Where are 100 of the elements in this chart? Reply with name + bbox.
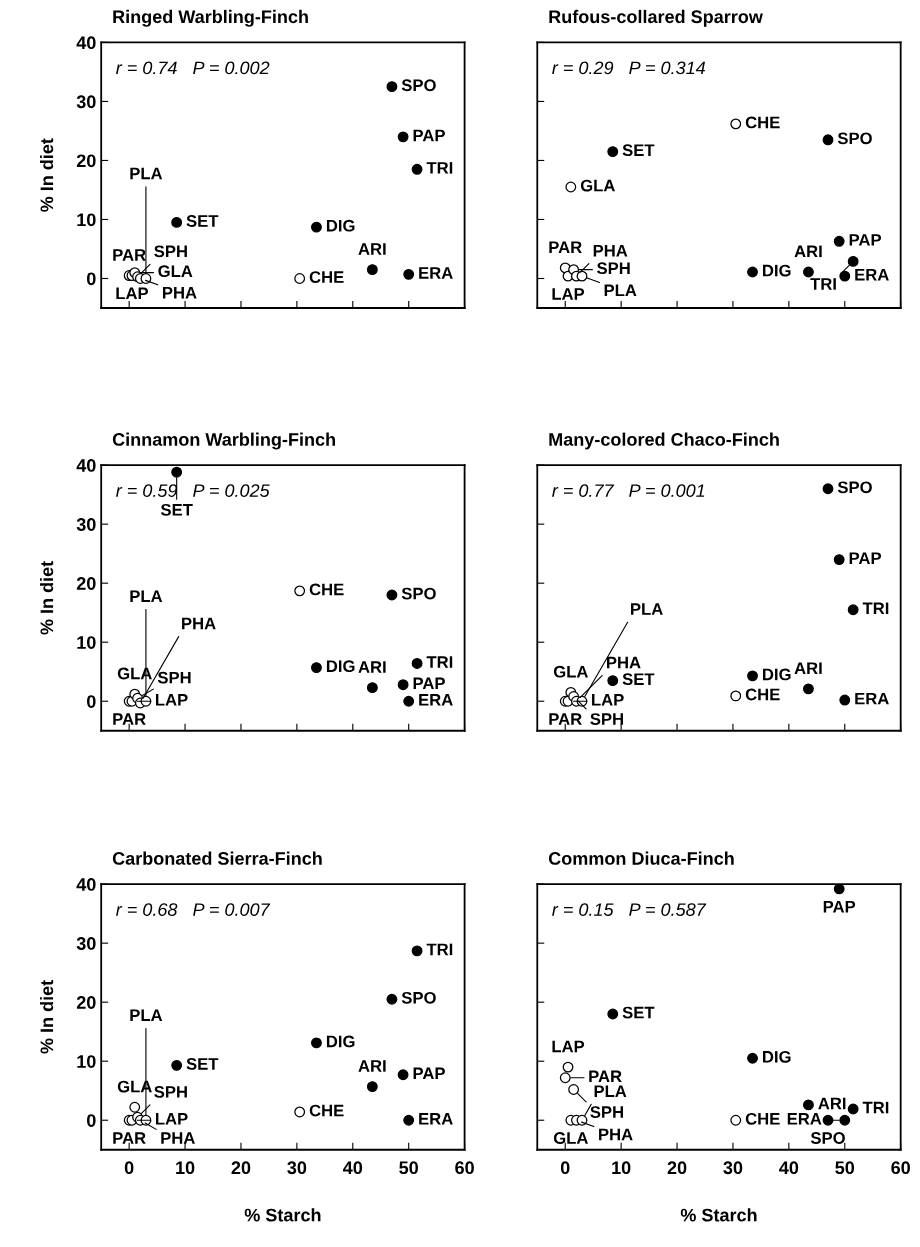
annotation: SPH [154, 245, 187, 258]
point [802, 683, 814, 695]
annotation: PLA [631, 603, 663, 615]
x-tick-label: 10 [612, 1161, 631, 1175]
annotation: ERA [419, 1113, 453, 1125]
annotation: r = 0.74 P = 0.002 [116, 61, 270, 75]
x-axis-title: % Starch [244, 1208, 321, 1222]
annotation: LAP [116, 287, 149, 300]
annotation: PHA [599, 1128, 633, 1141]
annotation: r = 0.15 P = 0.587 [552, 903, 707, 916]
annotation: SET [186, 1058, 219, 1070]
point [833, 235, 845, 247]
point [294, 585, 306, 597]
annotation: TRI [862, 1101, 889, 1114]
annotation: SET [160, 503, 193, 516]
annotation: GLA [158, 265, 193, 278]
x-tick-label: 50 [399, 1161, 418, 1175]
point [386, 81, 398, 93]
annotation: TRI [426, 162, 453, 174]
chart-title: Carbonated Sierra-Finch [112, 851, 322, 865]
x-tick-label: 0 [560, 1161, 570, 1175]
annotation: PHA [593, 245, 628, 257]
annotation: SET [186, 215, 219, 227]
annotation: LAP [552, 1040, 585, 1053]
annotation: PHA [162, 286, 197, 299]
y-tick-label: 10 [77, 1055, 96, 1068]
chart-title: Many-colored Chaco-Finch [549, 432, 779, 450]
annotation: GLA [553, 1132, 588, 1144]
point [747, 266, 758, 278]
annotation: SPO [837, 132, 872, 145]
point [294, 1106, 306, 1118]
point [171, 216, 183, 228]
x-tick-label: 30 [723, 1161, 743, 1175]
annotation: r = 0.68 P = 0.007 [116, 903, 271, 916]
annotation: ARI [358, 661, 386, 673]
annotation: CHE [309, 1104, 344, 1117]
y-tick-label: 0 [87, 695, 96, 708]
annotation: SPO [401, 587, 436, 600]
annotation: ARI [794, 662, 822, 674]
annotation: SPO [837, 481, 872, 494]
annotation: SPH [154, 1085, 187, 1098]
annotation: PAP [849, 552, 882, 564]
y-tick-label: 20 [76, 577, 96, 590]
annotation: SPO [401, 991, 436, 1004]
x-tick-label: 40 [779, 1161, 799, 1175]
x-axis-title: % Starch [680, 1208, 757, 1222]
point [397, 1069, 409, 1081]
point [366, 682, 378, 694]
annotation: ARI [358, 1060, 386, 1072]
y-tick-label: 30 [76, 95, 96, 109]
annotation: CHE [745, 688, 780, 701]
annotation: PAR [589, 1070, 622, 1083]
annotation: ERA [855, 268, 889, 281]
annotation: PAR [113, 1132, 146, 1144]
annotation: DIG [326, 660, 355, 673]
annotation: SPH [157, 671, 191, 684]
x-tick-label: 60 [455, 1161, 474, 1175]
x-tick-label: 50 [835, 1161, 855, 1175]
annotation: r = 0.29 P = 0.314 [552, 61, 706, 75]
annotation: CHE [745, 1112, 780, 1125]
point [839, 1114, 851, 1126]
point [171, 1059, 183, 1071]
point [747, 670, 758, 682]
annotation: DIG [326, 1035, 355, 1048]
x-tick-label: 20 [231, 1161, 251, 1175]
point [559, 1072, 571, 1084]
point [607, 146, 619, 158]
annotation: TRI [426, 943, 453, 956]
y-tick-label: 0 [87, 1114, 96, 1127]
x-tick-label: 0 [124, 1161, 134, 1175]
point [565, 181, 577, 193]
annotation: SET [622, 144, 655, 157]
y-tick-label: 40 [76, 36, 96, 50]
y-tick-label: 40 [76, 878, 96, 891]
point [576, 270, 588, 282]
annotation: ERA [419, 694, 453, 706]
annotation: PLA [604, 284, 637, 297]
annotation: LAP [592, 694, 624, 706]
point [129, 1101, 141, 1113]
point [730, 1114, 742, 1126]
annotation: LAP [155, 694, 188, 706]
y-axis-title: % In diet [39, 138, 54, 212]
annotation: PHA [182, 617, 216, 630]
annotation: DIG [763, 668, 791, 681]
point [747, 1052, 758, 1064]
y-tick-label: 10 [77, 636, 96, 649]
annotation: r = 0.77 P = 0.001 [552, 484, 705, 497]
point [403, 695, 415, 707]
annotation: ARI [818, 1097, 846, 1110]
point [847, 604, 859, 616]
point [562, 1061, 574, 1073]
annotation: PAP [823, 900, 856, 913]
annotation: LAP [552, 288, 585, 300]
x-tick-label: 60 [891, 1161, 910, 1175]
annotation: PAP [413, 1067, 445, 1080]
point [366, 1081, 378, 1093]
annotation: PAR [113, 713, 146, 725]
annotation: GLA [553, 665, 588, 678]
y-tick-label: 20 [76, 996, 96, 1009]
annotation: ERA [419, 267, 453, 279]
